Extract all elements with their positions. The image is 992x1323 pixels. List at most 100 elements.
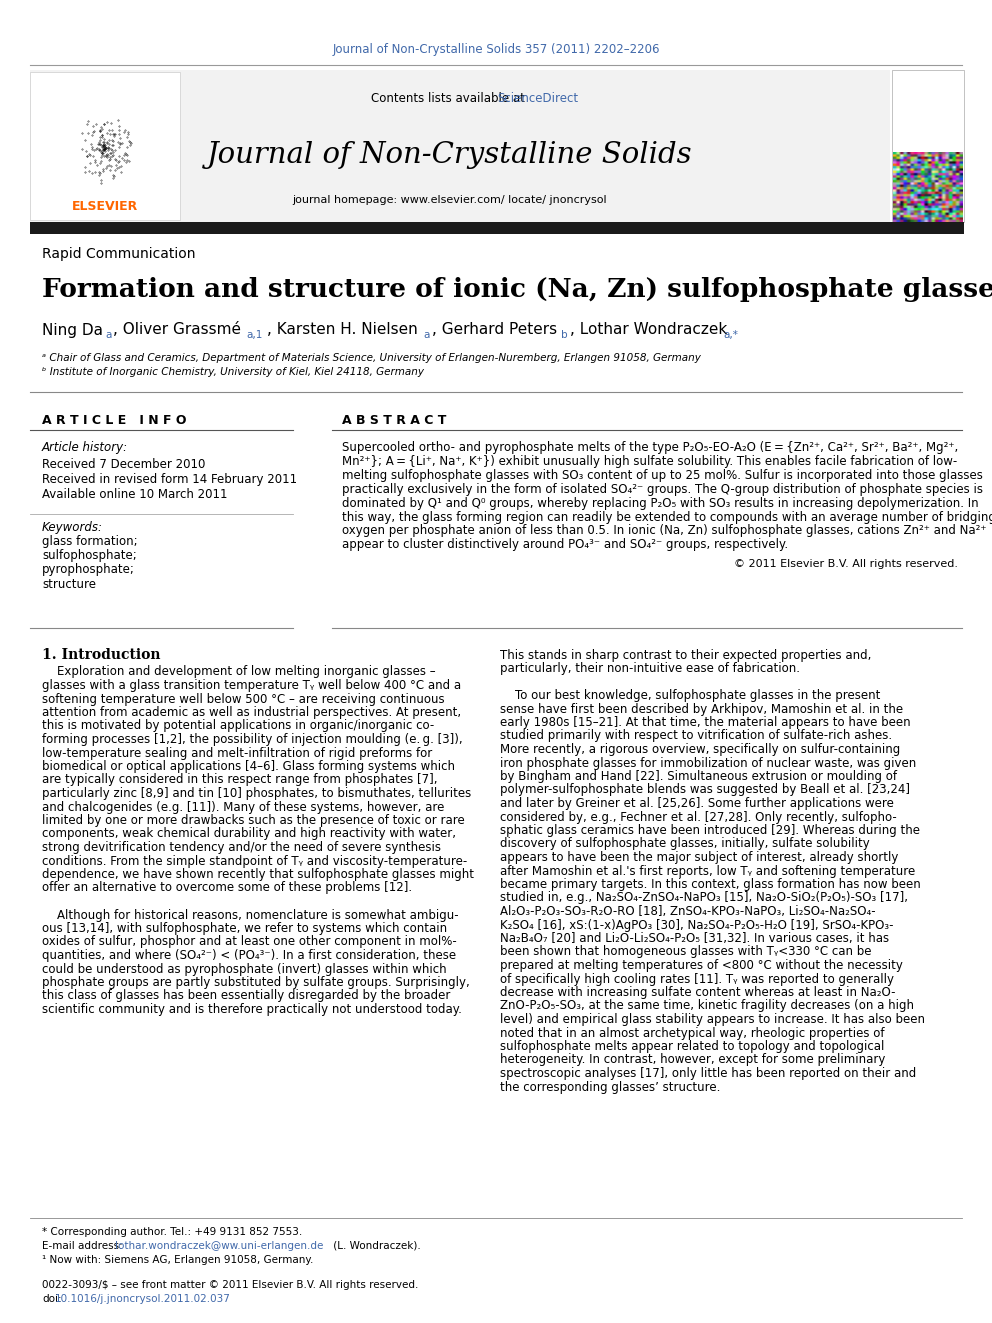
Text: considered by, e.g., Fechner et al. [27,28]. Only recently, sulfopho-: considered by, e.g., Fechner et al. [27,… [500, 811, 897, 823]
Text: biomedical or optical applications [4–6]. Glass forming systems which: biomedical or optical applications [4–6]… [42, 759, 455, 773]
Text: this class of glasses has been essentially disregarded by the broader: this class of glasses has been essential… [42, 990, 450, 1003]
Text: Ning Da: Ning Da [42, 323, 103, 337]
Text: glasses with a glass transition temperature Tᵧ well below 400 °C and a: glasses with a glass transition temperat… [42, 679, 461, 692]
Text: ScienceDirect: ScienceDirect [497, 91, 578, 105]
Text: Although for historical reasons, nomenclature is somewhat ambigu-: Although for historical reasons, nomencl… [42, 909, 458, 922]
Text: sense have first been described by Arkhipov, Mamoshin et al. in the: sense have first been described by Arkhi… [500, 703, 903, 716]
Text: More recently, a rigorous overview, specifically on sulfur-containing: More recently, a rigorous overview, spec… [500, 744, 901, 755]
Text: ELSEVIER: ELSEVIER [71, 201, 138, 213]
Text: Na₂B₄O₇ [20] and Li₂O-Li₂SO₄-P₂O₅ [31,32]. In various cases, it has: Na₂B₄O₇ [20] and Li₂O-Li₂SO₄-P₂O₅ [31,32… [500, 931, 889, 945]
Text: decrease with increasing sulfate content whereas at least in Na₂O-: decrease with increasing sulfate content… [500, 986, 896, 999]
Text: after Mamoshin et al.'s first reports, low Tᵧ and softening temperature: after Mamoshin et al.'s first reports, l… [500, 864, 916, 877]
Text: a,*: a,* [723, 329, 738, 340]
Text: , Lothar Wondraczek: , Lothar Wondraczek [570, 323, 727, 337]
Text: doi:: doi: [42, 1294, 62, 1304]
Text: and chalcogenides (e.g. [11]). Many of these systems, however, are: and chalcogenides (e.g. [11]). Many of t… [42, 800, 444, 814]
Text: To our best knowledge, sulfophosphate glasses in the present: To our best knowledge, sulfophosphate gl… [500, 689, 880, 703]
Text: Received in revised form 14 February 2011: Received in revised form 14 February 201… [42, 472, 298, 486]
Text: (L. Wondraczek).: (L. Wondraczek). [330, 1241, 421, 1252]
Text: a,1: a,1 [246, 329, 262, 340]
Text: prepared at melting temperatures of <800 °C without the necessity: prepared at melting temperatures of <800… [500, 959, 903, 972]
Text: iron phosphate glasses for immobilization of nuclear waste, was given: iron phosphate glasses for immobilizatio… [500, 757, 917, 770]
Text: appear to cluster distinctively around PO₄³⁻ and SO₄²⁻ groups, respectively.: appear to cluster distinctively around P… [342, 538, 788, 552]
Text: early 1980s [15–21]. At that time, the material appears to have been: early 1980s [15–21]. At that time, the m… [500, 716, 911, 729]
Text: melting sulfophosphate glasses with SO₃ content of up to 25 mol%. Sulfur is inco: melting sulfophosphate glasses with SO₃ … [342, 470, 983, 482]
Text: softening temperature well below 500 °C – are receiving continuous: softening temperature well below 500 °C … [42, 692, 444, 705]
Text: journal homepage: www.elsevier.com/ locate/ jnoncrysol: journal homepage: www.elsevier.com/ loca… [293, 194, 607, 205]
Text: glass formation;: glass formation; [42, 536, 138, 549]
Text: sulfophosphate melts appear related to topology and topological: sulfophosphate melts appear related to t… [500, 1040, 885, 1053]
Text: E-mail address:: E-mail address: [42, 1241, 126, 1252]
Text: 1. Introduction: 1. Introduction [42, 648, 161, 662]
Text: and later by Greiner et al. [25,26]. Some further applications were: and later by Greiner et al. [25,26]. Som… [500, 796, 894, 810]
Text: a: a [423, 329, 430, 340]
Text: dominated by Q¹ and Q⁰ groups, whereby replacing P₂O₅ with SO₃ results in increa: dominated by Q¹ and Q⁰ groups, whereby r… [342, 496, 979, 509]
Text: been shown that homogeneous glasses with Tᵧ<330 °C can be: been shown that homogeneous glasses with… [500, 946, 872, 958]
Text: oxygen per phosphate anion of less than 0.5. In ionic (Na, Zn) sulfophosphate gl: oxygen per phosphate anion of less than … [342, 524, 986, 537]
Text: the corresponding glasses’ structure.: the corresponding glasses’ structure. [500, 1081, 720, 1094]
Text: spectroscopic analyses [17], only little has been reported on their and: spectroscopic analyses [17], only little… [500, 1068, 917, 1080]
Text: , Oliver Grassmé: , Oliver Grassmé [113, 323, 241, 337]
Text: sulfophosphate;: sulfophosphate; [42, 549, 137, 562]
Text: Supercooled ortho- and pyrophosphate melts of the type P₂O₅-EO-A₂O (E = {Zn²⁺, C: Supercooled ortho- and pyrophosphate mel… [342, 442, 958, 455]
Text: Article history:: Article history: [42, 442, 128, 455]
Text: this is motivated by potential applications in organic/inorganic co-: this is motivated by potential applicati… [42, 720, 434, 733]
Text: noted that in an almost archetypical way, rheologic properties of: noted that in an almost archetypical way… [500, 1027, 885, 1040]
Text: oxides of sulfur, phosphor and at least one other component in mol%-: oxides of sulfur, phosphor and at least … [42, 935, 456, 949]
Text: Exploration and development of low melting inorganic glasses –: Exploration and development of low melti… [42, 665, 435, 679]
Text: K₂SO₄ [16], xS:(1-x)AgPO₃ [30], Na₂SO₄-P₂O₅-H₂O [19], SrSO₄-KPO₃-: K₂SO₄ [16], xS:(1-x)AgPO₃ [30], Na₂SO₄-P… [500, 918, 894, 931]
Text: appears to have been the major subject of interest, already shortly: appears to have been the major subject o… [500, 851, 899, 864]
Text: attention from academic as well as industrial perspectives. At present,: attention from academic as well as indus… [42, 706, 461, 718]
Text: offer an alternative to overcome some of these problems [12].: offer an alternative to overcome some of… [42, 881, 412, 894]
Text: by Bingham and Hand [22]. Simultaneous extrusion or moulding of: by Bingham and Hand [22]. Simultaneous e… [500, 770, 897, 783]
Text: polymer-sulfophosphate blends was suggested by Beall et al. [23,24]: polymer-sulfophosphate blends was sugges… [500, 783, 910, 796]
Text: JOURNAL OF
NON-CRYSTALLINE
SOLIDS: JOURNAL OF NON-CRYSTALLINE SOLIDS [900, 82, 956, 98]
Text: Journal of Non-Crystalline Solids 357 (2011) 2202–2206: Journal of Non-Crystalline Solids 357 (2… [332, 44, 660, 57]
Text: quantities, and where (SO₄²⁻) < (PO₄³⁻). In a first consideration, these: quantities, and where (SO₄²⁻) < (PO₄³⁻).… [42, 949, 456, 962]
Text: structure: structure [42, 578, 96, 590]
Text: , Gerhard Peters: , Gerhard Peters [432, 323, 558, 337]
Bar [892, 70, 964, 222]
Text: ᵇ Institute of Inorganic Chemistry, University of Kiel, Kiel 24118, Germany: ᵇ Institute of Inorganic Chemistry, Univ… [42, 366, 424, 377]
Text: low-temperature sealing and melt-infiltration of rigid preforms for: low-temperature sealing and melt-infiltr… [42, 746, 433, 759]
Text: of specifically high cooling rates [11]. Tᵧ was reported to generally: of specifically high cooling rates [11].… [500, 972, 894, 986]
Text: Keywords:: Keywords: [42, 521, 103, 534]
Text: could be understood as pyrophosphate (invert) glasses within which: could be understood as pyrophosphate (in… [42, 963, 446, 975]
Text: scientific community and is therefore practically not understood today.: scientific community and is therefore pr… [42, 1003, 462, 1016]
Text: 0022-3093/$ – see front matter © 2011 Elsevier B.V. All rights reserved.: 0022-3093/$ – see front matter © 2011 El… [42, 1279, 419, 1290]
Text: this way, the glass forming region can readily be extended to compounds with an : this way, the glass forming region can r… [342, 511, 992, 524]
Text: discovery of sulfophosphate glasses, initially, sulfate solubility: discovery of sulfophosphate glasses, ini… [500, 837, 870, 851]
Text: a: a [105, 329, 111, 340]
Text: limited by one or more drawbacks such as the presence of toxic or rare: limited by one or more drawbacks such as… [42, 814, 464, 827]
Text: © 2011 Elsevier B.V. All rights reserved.: © 2011 Elsevier B.V. All rights reserved… [734, 560, 958, 569]
Text: became primary targets. In this context, glass formation has now been: became primary targets. In this context,… [500, 878, 921, 890]
Text: , Karsten H. Nielsen: , Karsten H. Nielsen [267, 323, 418, 337]
Text: studied primarily with respect to vitrification of sulfate-rich ashes.: studied primarily with respect to vitrif… [500, 729, 892, 742]
Text: are typically considered in this respect range from phosphates [7],: are typically considered in this respect… [42, 774, 437, 786]
Text: sphatic glass ceramics have been introduced [29]. Whereas during the: sphatic glass ceramics have been introdu… [500, 824, 920, 837]
Text: level) and empirical glass stability appears to increase. It has also been: level) and empirical glass stability app… [500, 1013, 925, 1027]
Text: Formation and structure of ionic (Na, Zn) sulfophosphate glasses: Formation and structure of ionic (Na, Zn… [42, 278, 992, 303]
Text: particularly zinc [8,9] and tin [10] phosphates, to bismuthates, tellurites: particularly zinc [8,9] and tin [10] pho… [42, 787, 471, 800]
Text: ¹ Now with: Siemens AG, Erlangen 91058, Germany.: ¹ Now with: Siemens AG, Erlangen 91058, … [42, 1256, 313, 1265]
Text: 10.1016/j.jnoncrysol.2011.02.037: 10.1016/j.jnoncrysol.2011.02.037 [55, 1294, 231, 1304]
Text: lothar.wondraczek@ww.uni-erlangen.de: lothar.wondraczek@ww.uni-erlangen.de [115, 1241, 323, 1252]
Text: Available online 10 March 2011: Available online 10 March 2011 [42, 487, 227, 500]
Text: b: b [561, 329, 567, 340]
Text: ZnO-P₂O₅-SO₃, at the same time, kinetic fragility decreases (on a high: ZnO-P₂O₅-SO₃, at the same time, kinetic … [500, 999, 914, 1012]
Text: Journal of Non-Crystalline Solids: Journal of Non-Crystalline Solids [207, 142, 692, 169]
Text: particularly, their non-intuitive ease of fabrication.: particularly, their non-intuitive ease o… [500, 662, 800, 675]
Text: ᵃ Chair of Glass and Ceramics, Department of Materials Science, University of Er: ᵃ Chair of Glass and Ceramics, Departmen… [42, 353, 701, 363]
Text: * Corresponding author. Tel.: +49 9131 852 7553.: * Corresponding author. Tel.: +49 9131 8… [42, 1226, 303, 1237]
Text: Al₂O₃-P₂O₃-SO₃-R₂O-RO [18], ZnSO₄-KPO₃-NaPO₃, Li₂SO₄-Na₂SO₄-: Al₂O₃-P₂O₃-SO₃-R₂O-RO [18], ZnSO₄-KPO₃-N… [500, 905, 876, 918]
Text: components, weak chemical durability and high reactivity with water,: components, weak chemical durability and… [42, 827, 456, 840]
Text: Mn²⁺}; A = {Li⁺, Na⁺, K⁺}) exhibit unusually high sulfate solubility. This enabl: Mn²⁺}; A = {Li⁺, Na⁺, K⁺}) exhibit unusu… [342, 455, 957, 468]
Text: ous [13,14], with sulfophosphate, we refer to systems which contain: ous [13,14], with sulfophosphate, we ref… [42, 922, 447, 935]
Text: forming processes [1,2], the possibility of injection moulding (e. g. [3]),: forming processes [1,2], the possibility… [42, 733, 462, 746]
Text: phosphate groups are partly substituted by sulfate groups. Surprisingly,: phosphate groups are partly substituted … [42, 976, 470, 990]
Text: pyrophosphate;: pyrophosphate; [42, 564, 135, 577]
Text: A B S T R A C T: A B S T R A C T [342, 414, 446, 426]
Bar [30, 71, 180, 220]
Text: This stands in sharp contrast to their expected properties and,: This stands in sharp contrast to their e… [500, 648, 871, 662]
Text: strong devitrification tendency and/or the need of severe synthesis: strong devitrification tendency and/or t… [42, 841, 441, 855]
